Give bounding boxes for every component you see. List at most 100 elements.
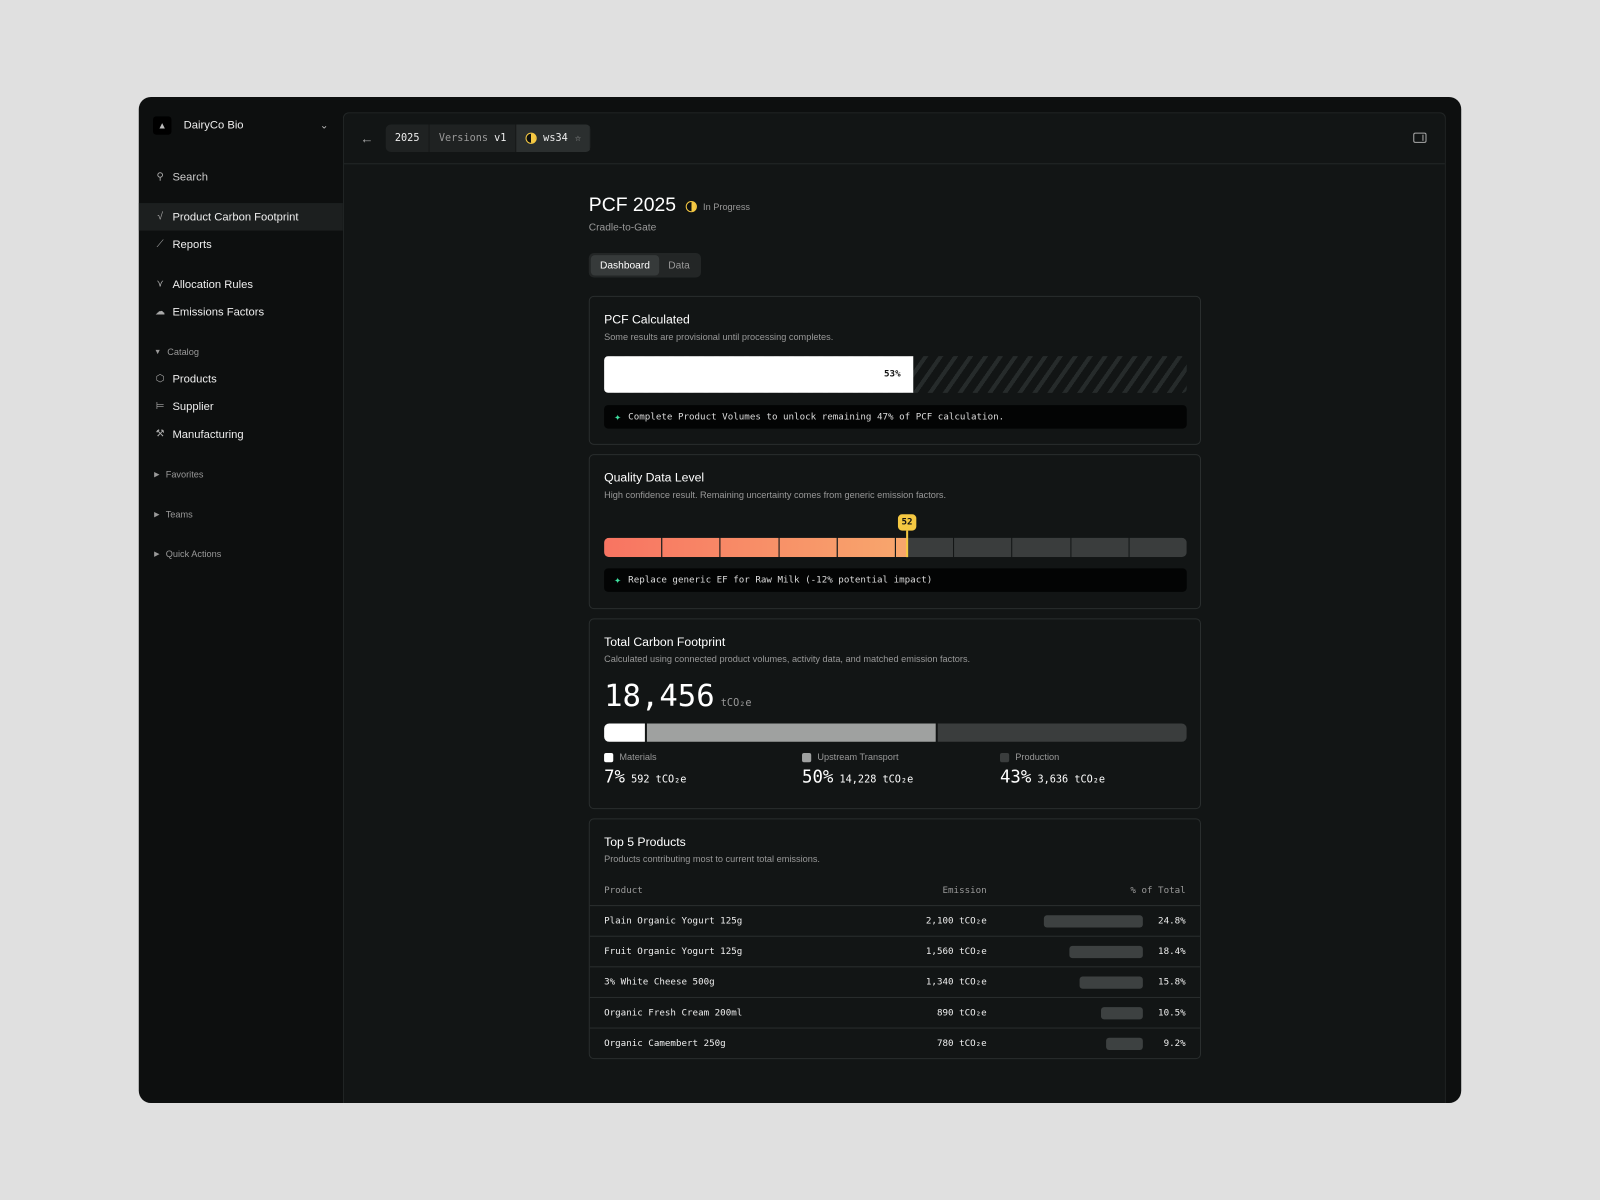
quality-bar	[604, 537, 1187, 558]
product-percent: 9.2%	[1163, 1038, 1186, 1049]
page-title: PCF 2025	[588, 194, 677, 217]
cloud-icon: ☁	[155, 306, 166, 318]
product-name: Organic Fresh Cream 200ml	[604, 1008, 743, 1019]
tab-dashboard[interactable]: Dashboard	[590, 255, 660, 276]
quality-segment-fill	[662, 537, 720, 558]
app-window: ▲ DairyCo Bio ⌄ ⚲ Search √ Product Carbon …	[138, 96, 1462, 1104]
card-subtitle: Some results are provisional until proce…	[604, 331, 834, 342]
table-row[interactable]: Organic Camembert 250g 780 tCO₂e 9.2%	[589, 1027, 1200, 1059]
sidebar: ▲ DairyCo Bio ⌄ ⚲ Search √ Product Carbon …	[138, 97, 343, 1103]
legend-swatch	[999, 752, 1010, 762]
product-emission: 1,560 tCO₂e	[925, 946, 987, 958]
back-arrow-icon[interactable]: ←	[360, 130, 374, 146]
share-bar	[1043, 915, 1143, 928]
quality-segment	[604, 537, 662, 558]
pcf-calculated-card: PCF Calculated Some results are provisio…	[588, 295, 1202, 445]
sidebar-item-reports[interactable]: ⟋ Reports	[139, 231, 343, 259]
quality-segment	[662, 537, 720, 558]
breadcrumb: 2025 Versions v1 ws34 ☆	[385, 124, 592, 153]
sidebar-item-label: Allocation Rules	[172, 278, 253, 291]
product-emission: 1,340 tCO₂e	[925, 977, 987, 988]
sparkle-icon: ✦	[614, 573, 622, 587]
org-switcher[interactable]: ▲ DairyCo Bio ⌄	[153, 115, 329, 135]
search-button[interactable]: ⚲ Search	[139, 163, 343, 191]
group-quick-actions[interactable]: ▶ Quick Actions	[154, 549, 221, 559]
breadcrumb-workspace[interactable]: ws34 ☆	[516, 124, 592, 153]
sidebar-item-label: Emissions Factors	[172, 305, 265, 318]
star-icon[interactable]: ☆	[574, 132, 582, 144]
half-circle-icon	[525, 132, 538, 144]
card-subtitle: Products contributing most to current to…	[604, 854, 820, 865]
table-row[interactable]: 3% White Cheese 500g 1,340 tCO₂e 15.8%	[589, 966, 1200, 997]
sidebar-item-emissions-factors[interactable]: ☁ Emissions Factors	[139, 298, 343, 326]
sidebar-item-products[interactable]: ⬡ Products	[139, 365, 343, 393]
group-catalog[interactable]: ▼ Catalog	[154, 347, 199, 357]
quality-segment-fill	[720, 537, 779, 558]
sqrt-icon: √	[157, 211, 164, 223]
group-favorites[interactable]: ▶ Favorites	[154, 469, 203, 479]
share-bar	[1100, 1007, 1143, 1020]
card-title: Total Carbon Footprint	[604, 634, 726, 649]
sidebar-item-manufacturing[interactable]: ⚒ Manufacturing	[139, 420, 343, 448]
pcf-hint: ✦ Complete Product Volumes to unlock rema…	[604, 405, 1187, 429]
quality-segment-fill	[604, 537, 662, 558]
box-icon: ⬡	[155, 373, 165, 385]
breadcrumb-versions[interactable]: Versions v1	[430, 124, 517, 153]
group-label: Teams	[165, 509, 193, 520]
tab-data[interactable]: Data	[668, 259, 690, 271]
breadcrumb-year[interactable]: 2025	[386, 124, 430, 153]
quality-segment-fill	[895, 537, 908, 558]
card-subtitle: High confidence result. Remaining uncert…	[604, 489, 947, 500]
quality-segment	[837, 537, 895, 558]
chart-icon: ⟋	[156, 238, 164, 250]
toggle-panel-icon[interactable]	[1413, 132, 1427, 143]
progress-label: 53%	[884, 369, 901, 380]
total-footprint-card: Total Carbon Footprint Calculated using …	[588, 618, 1202, 810]
quality-segment	[895, 537, 954, 558]
quality-card: Quality Data Level High confidence resul…	[588, 454, 1202, 610]
sidebar-item-label: Supplier	[172, 400, 214, 413]
total-number: 18,456	[604, 678, 715, 715]
product-emission: 780 tCO₂e	[936, 1038, 987, 1049]
sidebar-item-label: Manufacturing	[172, 428, 244, 441]
quality-segment	[1071, 537, 1129, 558]
table-row[interactable]: Organic Fresh Cream 200ml 890 tCO₂e 10.5%	[589, 996, 1200, 1028]
legend-value: 7% 592 tCO₂e	[604, 767, 798, 787]
top-bar: ← 2025 Versions v1 ws34 ☆	[343, 113, 1445, 165]
hint-text: Complete Product Volumes to unlock remai…	[628, 411, 1005, 422]
sidebar-item-supplier[interactable]: ⊨ Supplier	[139, 393, 343, 421]
pcf-progress-bar: 53%	[604, 356, 1187, 393]
quality-segment	[720, 537, 779, 558]
legend-amount: 14,228 tCO₂e	[839, 774, 914, 786]
legend-name: Upstream Transport	[817, 752, 899, 763]
sparkle-icon: ✦	[614, 410, 622, 424]
table-row[interactable]: Fruit Organic Yogurt 125g 1,560 tCO₂e 18.4…	[589, 935, 1200, 967]
legend-item: Upstream Transport 50% 14,228 tCO₂e	[802, 752, 996, 788]
legend-name: Materials	[619, 752, 657, 763]
view-tabs: Dashboard Data	[588, 253, 702, 278]
product-name: Fruit Organic Yogurt 125g	[604, 946, 743, 958]
main-panel: ← 2025 Versions v1 ws34 ☆ PCF 2025 In Prog…	[342, 112, 1446, 1104]
group-label: Catalog	[167, 346, 199, 358]
triangle-right-icon: ▶	[154, 511, 160, 519]
group-label: Favorites	[165, 469, 204, 480]
sidebar-item-label: Products	[172, 372, 217, 386]
workspace-label: ws34	[543, 132, 568, 144]
sidebar-item-product-carbon-footprint[interactable]: √ Product Carbon Footprint	[138, 203, 343, 231]
legend-item: Materials 7% 592 tCO₂e	[604, 752, 798, 788]
product-emission: 2,100 tCO₂e	[925, 916, 987, 927]
triangle-right-icon: ▶	[154, 471, 160, 479]
version-value: v1	[494, 132, 507, 144]
breakdown-segment-production	[937, 723, 1187, 742]
legend-amount: 592 tCO₂e	[631, 774, 687, 786]
breakdown-segment-upstream-transport	[646, 723, 936, 742]
card-title: Top 5 Products	[604, 834, 686, 849]
sidebar-item-allocation-rules[interactable]: ⋎ Allocation Rules	[139, 270, 343, 298]
table-row[interactable]: Plain Organic Yogurt 125g 2,100 tCO₂e 24.8…	[589, 905, 1200, 936]
half-circle-icon	[685, 201, 697, 213]
search-label: Search	[172, 170, 209, 184]
group-teams[interactable]: ▶ Teams	[154, 509, 193, 519]
card-subtitle: Calculated using connected product volum…	[604, 654, 971, 665]
legend-pct: 43%	[999, 767, 1032, 788]
card-title: Quality Data Level	[604, 470, 705, 485]
